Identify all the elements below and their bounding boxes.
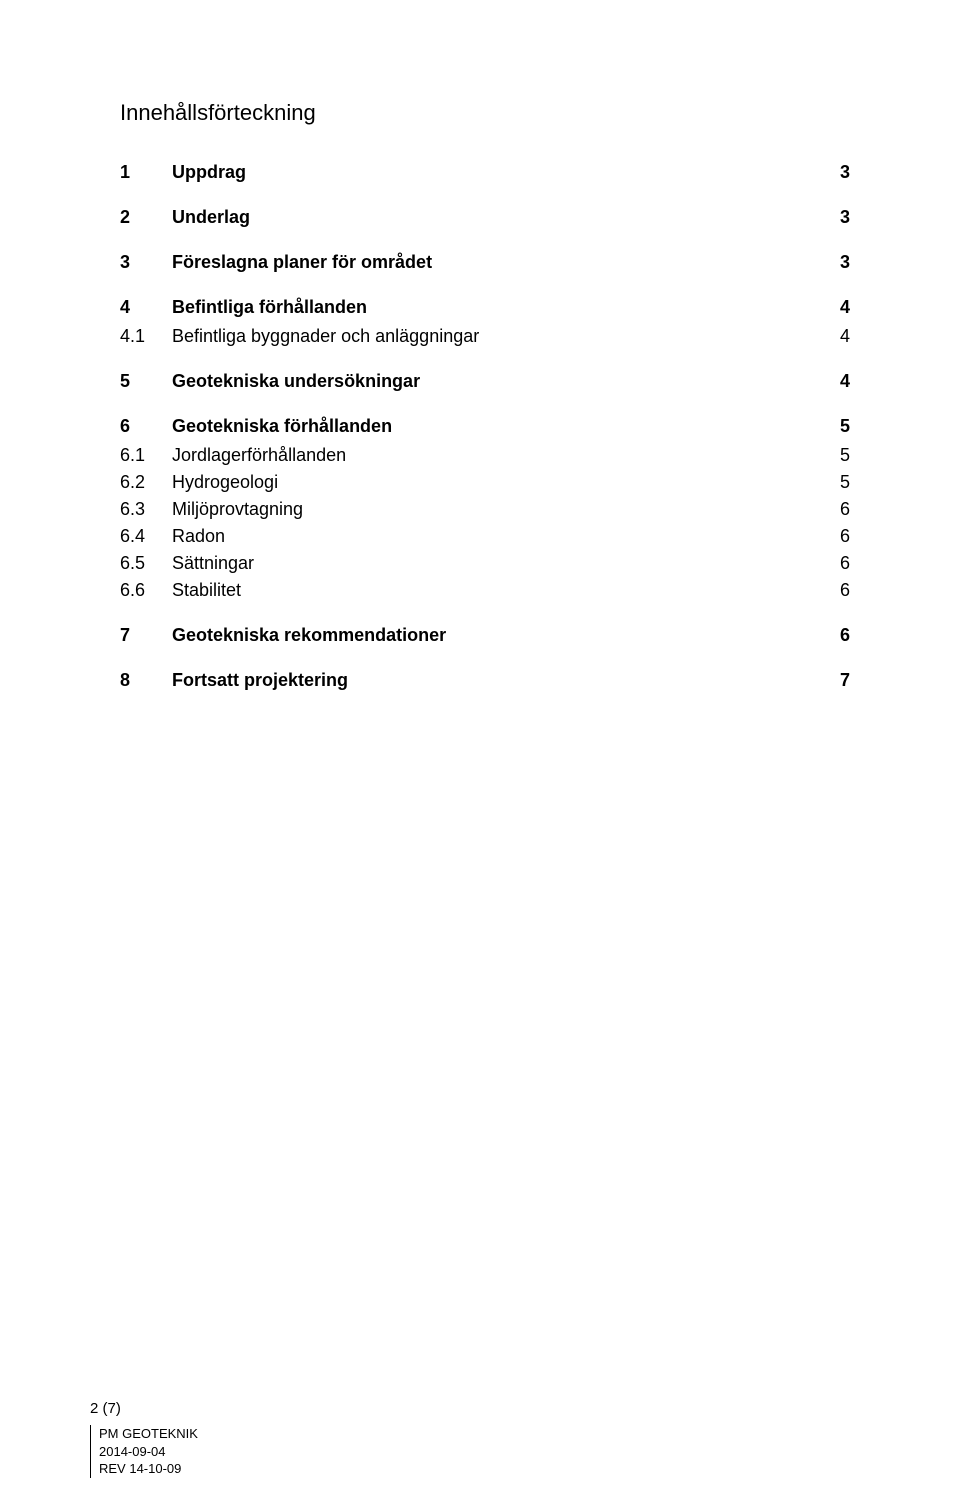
toc-entry-label: Befintliga förhållanden xyxy=(172,297,820,318)
toc-entry-number: 6 xyxy=(120,416,172,437)
toc-entry-label: Hydrogeologi xyxy=(172,472,820,493)
toc-entry-number: 1 xyxy=(120,162,172,183)
toc-entry-label: Föreslagna planer för området xyxy=(172,252,820,273)
footer-revision: REV 14-10-09 xyxy=(99,1460,198,1478)
toc-entry: 6.2Hydrogeologi5 xyxy=(120,472,850,493)
toc-entry-page: 6 xyxy=(820,580,850,601)
toc-entry-page: 5 xyxy=(820,416,850,437)
toc-entry-page: 3 xyxy=(820,162,850,183)
toc-entry: 8Fortsatt projektering7 xyxy=(120,670,850,691)
toc-entry: 6Geotekniska förhållanden5 xyxy=(120,416,850,437)
toc-entry-number: 5 xyxy=(120,371,172,392)
toc-entry-label: Miljöprovtagning xyxy=(172,499,820,520)
toc-entry-number: 3 xyxy=(120,252,172,273)
toc-entry-number: 6.5 xyxy=(120,553,172,574)
toc-entry: 3Föreslagna planer för området3 xyxy=(120,252,850,273)
toc-entry-label: Jordlagerförhållanden xyxy=(172,445,820,466)
toc-entry-label: Uppdrag xyxy=(172,162,820,183)
toc-entry-number: 7 xyxy=(120,625,172,646)
toc-list: 1Uppdrag32Underlag33Föreslagna planer fö… xyxy=(120,162,850,691)
toc-entry-number: 6.3 xyxy=(120,499,172,520)
toc-entry: 2Underlag3 xyxy=(120,207,850,228)
toc-entry-page: 6 xyxy=(820,526,850,547)
toc-entry-page: 4 xyxy=(820,297,850,318)
toc-entry-number: 6.2 xyxy=(120,472,172,493)
toc-entry-number: 6.4 xyxy=(120,526,172,547)
toc-entry-label: Underlag xyxy=(172,207,820,228)
toc-entry: 4.1Befintliga byggnader och anläggningar… xyxy=(120,326,850,347)
toc-entry-page: 6 xyxy=(820,499,850,520)
toc-entry-label: Geotekniska rekommendationer xyxy=(172,625,820,646)
toc-entry-label: Geotekniska förhållanden xyxy=(172,416,820,437)
toc-entry-page: 5 xyxy=(820,472,850,493)
toc-entry-label: Befintliga byggnader och anläggningar xyxy=(172,326,820,347)
toc-entry-page: 3 xyxy=(820,207,850,228)
toc-entry-number: 8 xyxy=(120,670,172,691)
toc-entry-label: Geotekniska undersökningar xyxy=(172,371,820,392)
toc-entry-number: 6.1 xyxy=(120,445,172,466)
toc-entry: 1Uppdrag3 xyxy=(120,162,850,183)
toc-entry-label: Fortsatt projektering xyxy=(172,670,820,691)
toc-entry: 6.6Stabilitet6 xyxy=(120,580,850,601)
toc-entry-page: 4 xyxy=(820,326,850,347)
toc-title: Innehållsförteckning xyxy=(120,100,850,126)
toc-entry: 6.4Radon6 xyxy=(120,526,850,547)
footer-date: 2014-09-04 xyxy=(99,1443,198,1461)
toc-entry: 6.3Miljöprovtagning6 xyxy=(120,499,850,520)
toc-entry: 4Befintliga förhållanden4 xyxy=(120,297,850,318)
page-footer: 2 (7) PM GEOTEKNIK 2014-09-04 REV 14-10-… xyxy=(90,1399,198,1478)
toc-entry: 7Geotekniska rekommendationer6 xyxy=(120,625,850,646)
toc-entry-page: 4 xyxy=(820,371,850,392)
toc-entry: 6.1Jordlagerförhållanden5 xyxy=(120,445,850,466)
toc-entry-number: 2 xyxy=(120,207,172,228)
toc-entry-page: 6 xyxy=(820,625,850,646)
toc-entry-label: Sättningar xyxy=(172,553,820,574)
toc-entry-number: 6.6 xyxy=(120,580,172,601)
toc-entry-page: 6 xyxy=(820,553,850,574)
toc-entry-number: 4.1 xyxy=(120,326,172,347)
footer-page-number: 2 (7) xyxy=(90,1399,198,1419)
toc-entry-number: 4 xyxy=(120,297,172,318)
toc-entry: 6.5Sättningar6 xyxy=(120,553,850,574)
toc-entry-label: Stabilitet xyxy=(172,580,820,601)
toc-entry-page: 3 xyxy=(820,252,850,273)
toc-entry-label: Radon xyxy=(172,526,820,547)
toc-entry: 5Geotekniska undersökningar4 xyxy=(120,371,850,392)
toc-entry-page: 7 xyxy=(820,670,850,691)
footer-doc-title: PM GEOTEKNIK xyxy=(99,1425,198,1443)
toc-entry-page: 5 xyxy=(820,445,850,466)
